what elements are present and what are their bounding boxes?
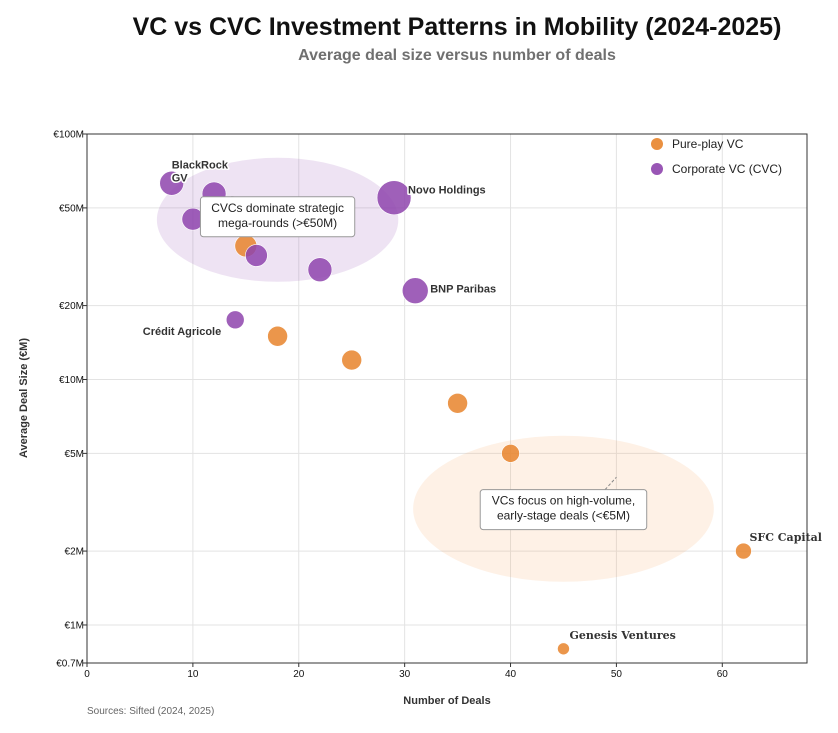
x-tick-label: 10: [187, 669, 199, 680]
source-note: Sources: Sifted (2024, 2025): [87, 706, 214, 717]
x-tick-label: 0: [84, 669, 90, 680]
corporate-vc-cvc-point-blackrock: [159, 170, 185, 196]
plot-frame: [86, 133, 808, 664]
annotation-text: VCs focus on high-volume,: [492, 494, 635, 508]
corporate-vc-cvc-point: [245, 244, 268, 267]
annotation-text: mega-rounds (>€50M): [218, 216, 337, 230]
pure-play-vc-point: [341, 349, 363, 371]
corporate-vc-cvc-point-novo-holdings: [376, 180, 412, 216]
legend-label-pure-play-vc: Pure-play VC: [672, 137, 744, 151]
y-tick-label: €2M: [65, 547, 84, 558]
y-tick-label: €100M: [53, 130, 84, 141]
point-label-genesis-ventures: Genesis Ventures: [569, 629, 675, 642]
point-label-sfc-capital: SFC Capital: [749, 531, 821, 544]
pure-play-vc-point: [447, 392, 468, 414]
point-label-gv: GV: [172, 172, 189, 184]
pure-play-vc-point: [267, 325, 288, 347]
pure-play-vc-point-sfc-capital: [735, 542, 752, 560]
x-tick-label: 30: [399, 669, 411, 680]
y-tick-label: €0.7M: [56, 659, 84, 670]
y-axis-title: Average Deal Size (€M): [18, 338, 30, 458]
annotation-text: early-stage deals (<€5M): [497, 509, 630, 523]
x-axis-title: Number of Deals: [403, 695, 490, 707]
annotation-arrow: [604, 476, 617, 490]
point-label-credit-agricole: Crédit Agricole: [143, 326, 221, 338]
legend-marker-corporate-vc-cvc: [651, 163, 663, 175]
legend-marker-pure-play-vc: [651, 138, 663, 150]
y-tick-label: €5M: [65, 449, 84, 460]
corporate-vc-cvc-point-credit-agricole: [225, 310, 245, 330]
x-tick-label: 60: [717, 669, 729, 680]
pure-play-vc-point: [501, 444, 520, 463]
point-label-novo-holdings: Novo Holdings: [408, 185, 486, 197]
x-tick-label: 20: [293, 669, 305, 680]
corporate-vc-cvc-point: [307, 257, 333, 283]
legend-label-corporate-vc-cvc: Corporate VC (CVC): [672, 162, 782, 176]
data-points: [159, 170, 752, 656]
y-tick-label: €20M: [59, 301, 84, 312]
x-tick-label: 40: [505, 669, 517, 680]
y-tick-label: €50M: [59, 203, 84, 214]
corporate-vc-cvc-point-bnp-paribas: [401, 277, 429, 304]
legend: Pure-play VC Corporate VC (CVC): [651, 137, 782, 176]
annotation-text: CVCs dominate strategic: [211, 201, 344, 215]
y-tick-label: €10M: [59, 375, 84, 386]
x-tick-label: 50: [611, 669, 623, 680]
pure-play-vc-point-genesis-ventures: [557, 642, 570, 656]
y-tick-label: €1M: [65, 620, 84, 631]
point-label-blackrock: BlackRock: [172, 159, 229, 171]
chart-title: VC vs CVC Investment Patterns in Mobilit…: [133, 13, 782, 41]
y-axis-ticks: €0.7M €1M €2M €5M €10M €20M €50M €100M: [53, 130, 87, 670]
x-axis-ticks: 0 10 20 30 40 50 60: [84, 663, 728, 680]
annotation-box: [199, 196, 356, 238]
annotation-box: [479, 489, 648, 531]
point-label-bnp-paribas: BNP Paribas: [430, 284, 496, 296]
chart-subtitle: Average deal size versus number of deals: [298, 47, 616, 64]
